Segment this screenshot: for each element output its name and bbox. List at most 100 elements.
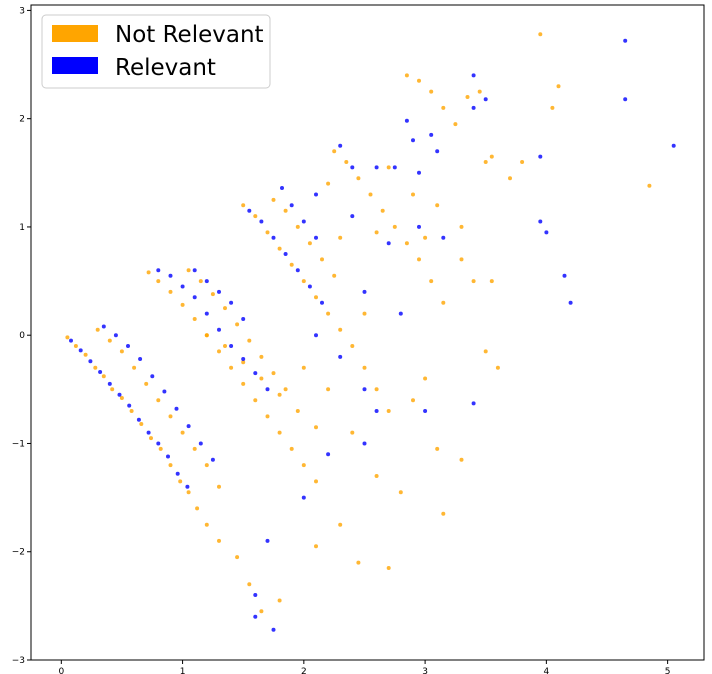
point-relevant-4 — [107, 381, 112, 386]
point-relevant-16 — [138, 357, 143, 361]
point-not-relevant-91 — [441, 105, 446, 110]
point-not-relevant-26 — [204, 463, 209, 468]
point-relevant-1 — [78, 348, 83, 353]
point-not-relevant-134 — [326, 181, 331, 186]
point-not-relevant-104 — [247, 582, 252, 587]
point-not-relevant-52 — [204, 333, 209, 338]
point-not-relevant-15 — [204, 522, 209, 527]
point-relevant-40 — [271, 235, 276, 240]
point-relevant-48 — [314, 235, 318, 240]
point-relevant-13 — [101, 324, 106, 329]
point-not-relevant-122 — [350, 430, 355, 435]
point-relevant-30 — [241, 357, 246, 361]
point-not-relevant-101 — [550, 105, 555, 110]
point-not-relevant-32 — [192, 317, 197, 321]
point-not-relevant-34 — [217, 349, 221, 354]
point-relevant-43 — [307, 284, 312, 289]
point-not-relevant-51 — [283, 387, 288, 392]
point-not-relevant-3 — [93, 365, 98, 370]
point-not-relevant-125 — [411, 398, 415, 403]
point-not-relevant-84 — [404, 241, 409, 246]
point-not-relevant-7 — [129, 409, 134, 413]
point-not-relevant-115 — [483, 349, 488, 354]
point-relevant-0 — [69, 338, 73, 343]
point-not-relevant-90 — [429, 89, 434, 94]
point-not-relevant-120 — [301, 365, 306, 370]
point-not-relevant-80 — [356, 176, 361, 181]
x-tick-label-0: 0 — [58, 667, 64, 674]
point-not-relevant-66 — [326, 311, 331, 316]
point-relevant-59 — [471, 105, 476, 110]
point-relevant-11 — [175, 471, 180, 476]
point-relevant-84 — [441, 235, 446, 240]
x-tick-label-2: 2 — [301, 667, 307, 674]
point-not-relevant-71 — [386, 409, 391, 413]
point-not-relevant-64 — [301, 279, 306, 284]
point-relevant-23 — [156, 268, 161, 273]
point-relevant-68 — [671, 143, 676, 148]
point-not-relevant-85 — [417, 257, 421, 262]
y-tick-label-2: 1 — [19, 223, 25, 233]
point-not-relevant-82 — [380, 208, 385, 213]
point-not-relevant-68 — [350, 344, 355, 348]
point-relevant-49 — [338, 143, 343, 148]
point-relevant-64 — [562, 273, 567, 278]
point-not-relevant-127 — [338, 235, 343, 240]
legend-label-not-relevant: Not Relevant — [115, 22, 264, 48]
point-relevant-77 — [423, 409, 428, 413]
point-not-relevant-86 — [429, 279, 434, 284]
point-relevant-80 — [338, 354, 343, 359]
point-relevant-32 — [265, 387, 270, 392]
point-not-relevant-113 — [435, 446, 440, 451]
point-not-relevant-100 — [556, 84, 561, 89]
point-relevant-57 — [435, 149, 440, 154]
point-relevant-29 — [229, 344, 234, 348]
point-not-relevant-59 — [241, 203, 246, 208]
point-not-relevant-42 — [314, 479, 318, 484]
point-not-relevant-18 — [107, 338, 112, 343]
point-relevant-24 — [168, 273, 173, 278]
point-not-relevant-55 — [259, 376, 264, 381]
point-relevant-85 — [398, 311, 403, 316]
point-not-relevant-94 — [477, 89, 482, 94]
point-not-relevant-36 — [241, 381, 246, 386]
point-not-relevant-88 — [404, 73, 409, 78]
point-relevant-56 — [404, 118, 409, 123]
point-relevant-70 — [253, 614, 258, 619]
point-not-relevant-53 — [223, 344, 227, 348]
point-relevant-17 — [150, 374, 155, 379]
points-layer — [65, 32, 676, 632]
x-tick-label-5: 5 — [665, 667, 671, 674]
point-not-relevant-6 — [119, 396, 124, 400]
point-relevant-37 — [241, 317, 246, 321]
point-not-relevant-16 — [217, 538, 221, 543]
point-not-relevant-11 — [168, 463, 173, 468]
point-not-relevant-61 — [265, 230, 270, 235]
point-relevant-71 — [271, 627, 276, 632]
point-not-relevant-67 — [338, 327, 343, 332]
point-relevant-81 — [362, 289, 367, 294]
point-not-relevant-43 — [186, 268, 191, 273]
point-relevant-67 — [623, 97, 628, 102]
point-relevant-76 — [374, 409, 379, 413]
point-not-relevant-77 — [332, 273, 337, 278]
point-not-relevant-37 — [253, 398, 258, 403]
point-not-relevant-1 — [73, 344, 78, 348]
point-not-relevant-35 — [229, 365, 234, 370]
point-not-relevant-103 — [235, 555, 240, 560]
point-not-relevant-39 — [277, 430, 282, 435]
point-not-relevant-27 — [217, 484, 221, 489]
point-relevant-3 — [98, 370, 103, 374]
point-relevant-52 — [392, 165, 397, 170]
point-not-relevant-81 — [368, 192, 373, 197]
point-not-relevant-121 — [326, 387, 331, 392]
point-relevant-45 — [280, 186, 284, 190]
point-not-relevant-70 — [374, 387, 379, 392]
point-relevant-83 — [417, 224, 421, 229]
point-not-relevant-75 — [307, 241, 312, 246]
point-not-relevant-87 — [441, 300, 446, 305]
point-relevant-26 — [192, 295, 197, 300]
point-not-relevant-131 — [435, 203, 440, 208]
point-not-relevant-110 — [386, 566, 391, 570]
